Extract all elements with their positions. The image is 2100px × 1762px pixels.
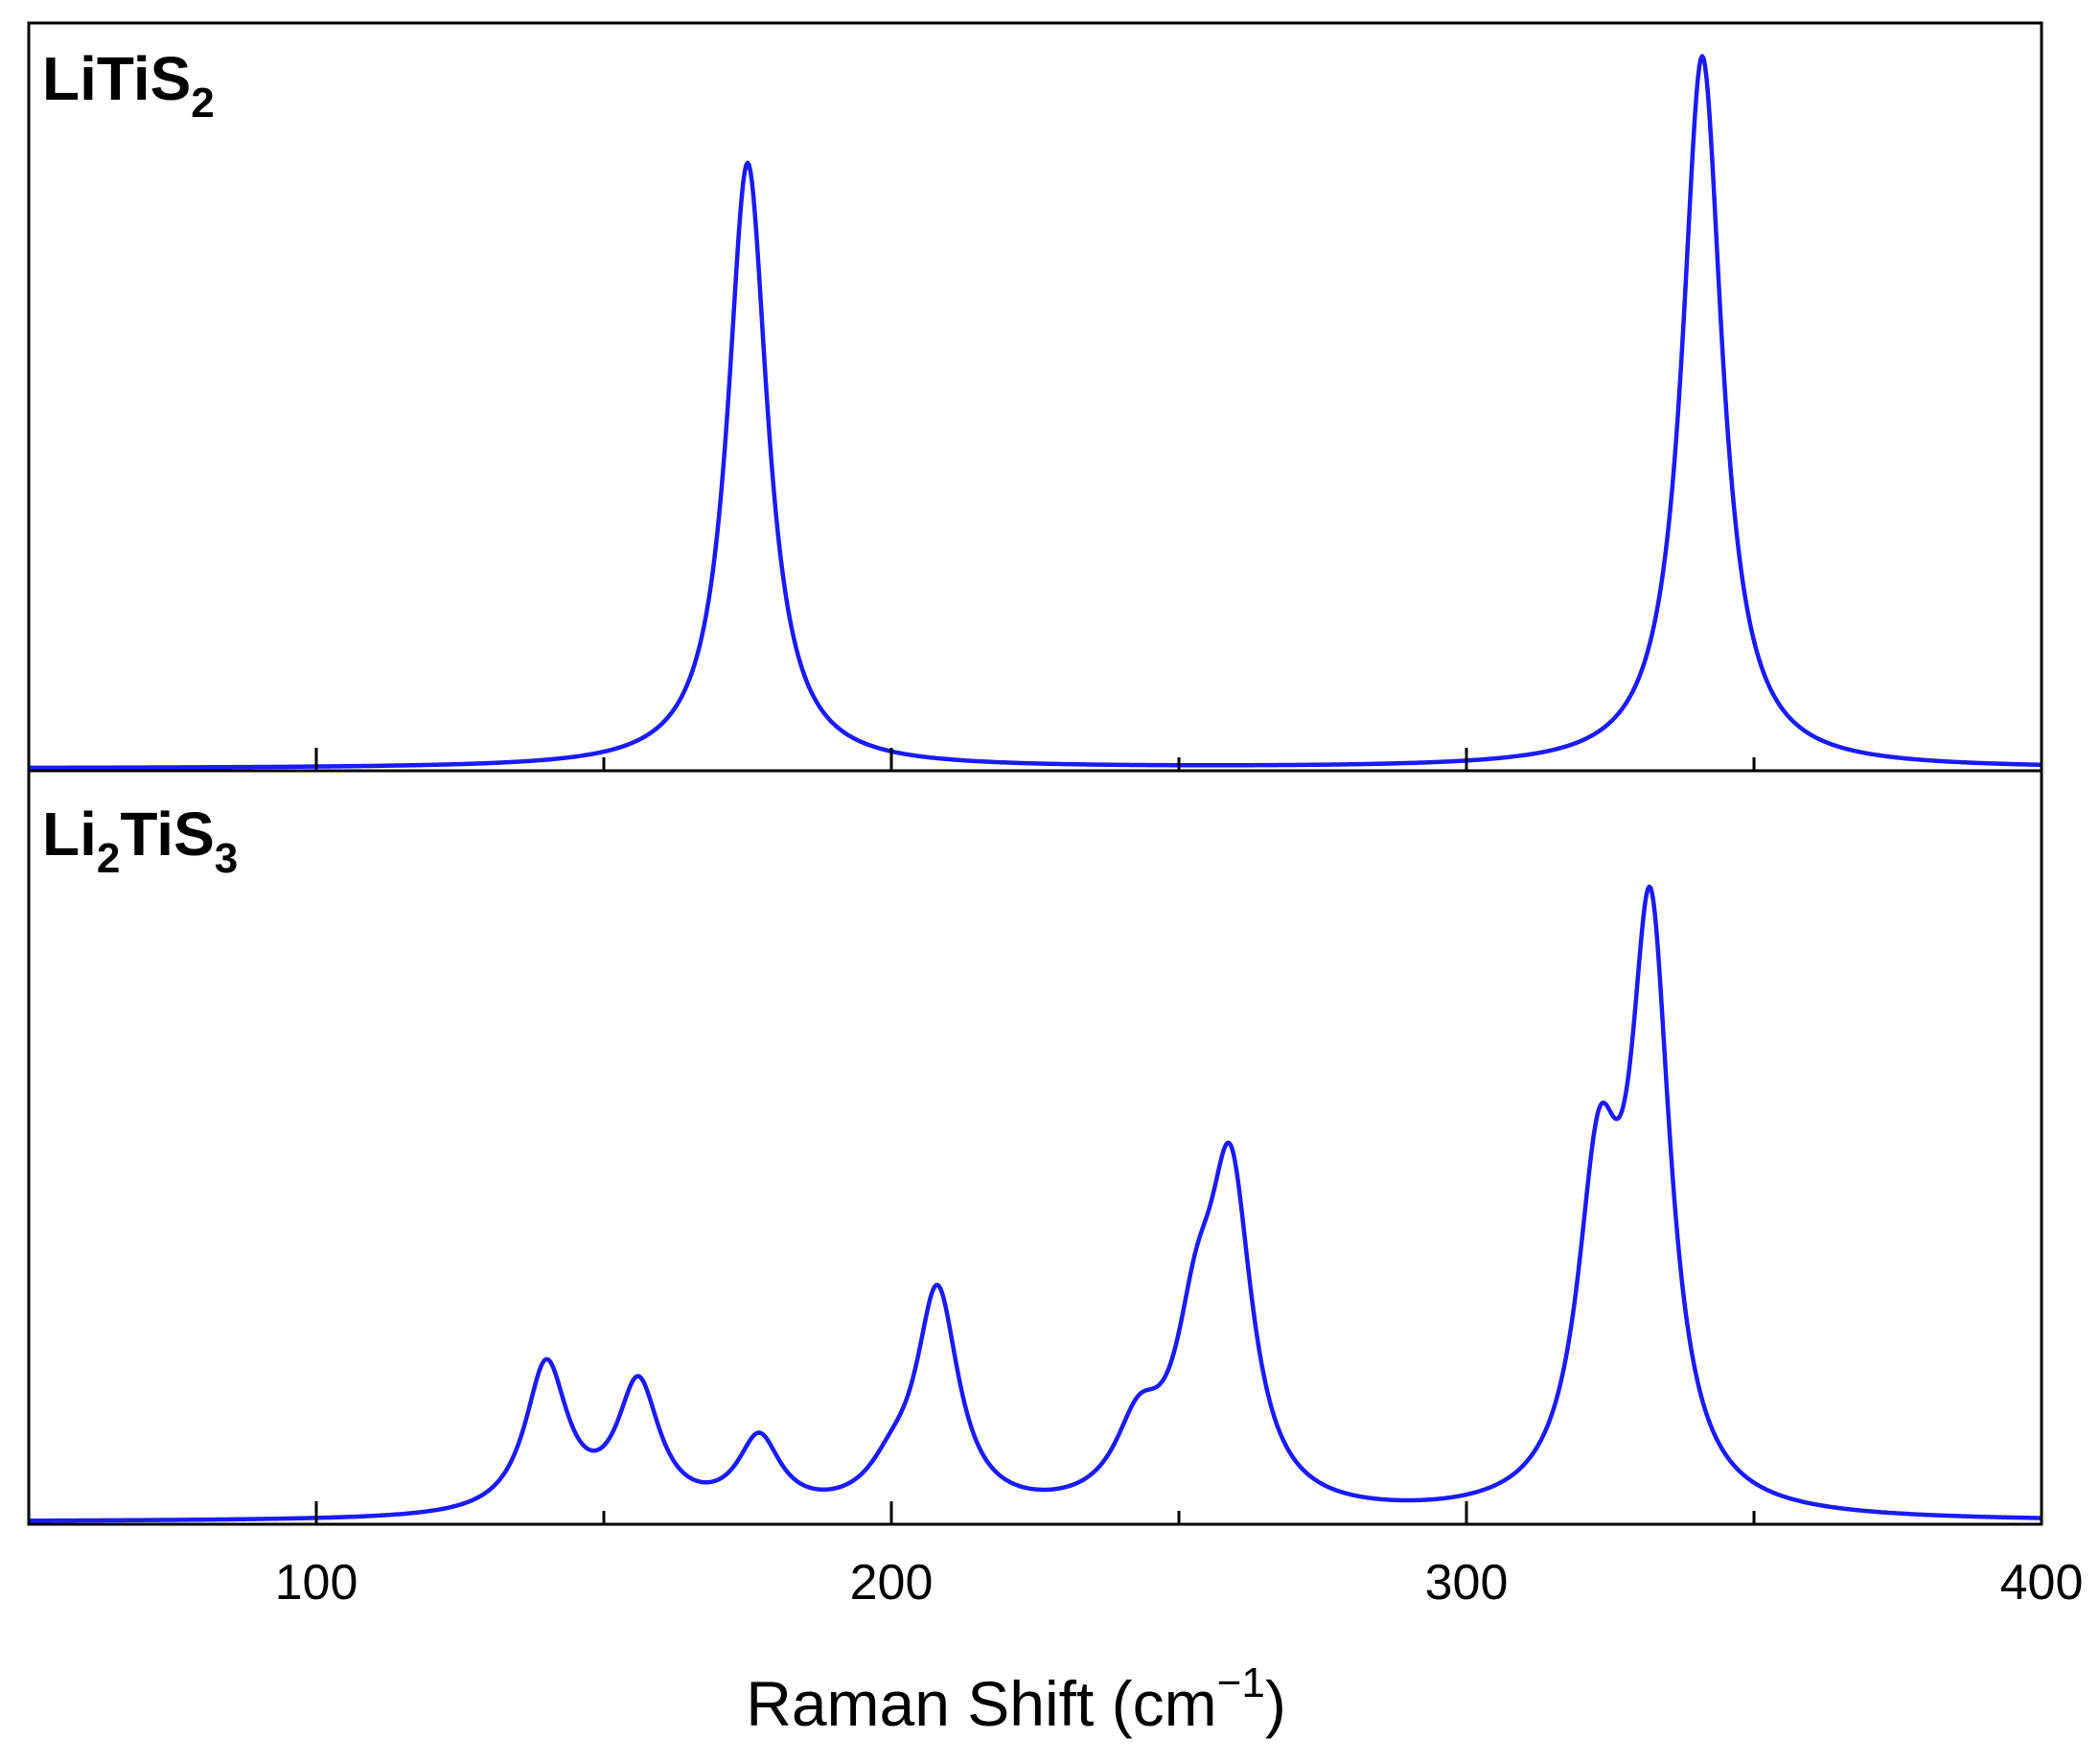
panel-bottom: Li2TiS3 bbox=[27, 769, 2043, 1526]
x-tick-label: 100 bbox=[275, 1555, 358, 1611]
panel-top-label: LiTiS2 bbox=[42, 44, 215, 127]
x-tick-label: 300 bbox=[1425, 1555, 1509, 1611]
series-line-litis2 bbox=[28, 54, 2042, 771]
panel-top-ticks bbox=[314, 748, 1756, 771]
panel-top: LiTiS2 bbox=[27, 21, 2043, 773]
series-line-li2tis3 bbox=[28, 884, 2042, 1523]
panel-bottom-frame bbox=[27, 769, 2043, 1526]
x-tick-labels: 100 200 300 400 bbox=[275, 1555, 2084, 1611]
x-axis-label: Raman Shift (cm−1) bbox=[746, 1659, 1286, 1739]
panel-bottom-ticks bbox=[314, 1501, 1756, 1524]
panel-bottom-label: Li2TiS3 bbox=[42, 800, 238, 882]
panel-top-frame bbox=[27, 21, 2043, 773]
x-tick-label: 200 bbox=[850, 1555, 934, 1611]
x-tick-label: 400 bbox=[2000, 1555, 2084, 1611]
